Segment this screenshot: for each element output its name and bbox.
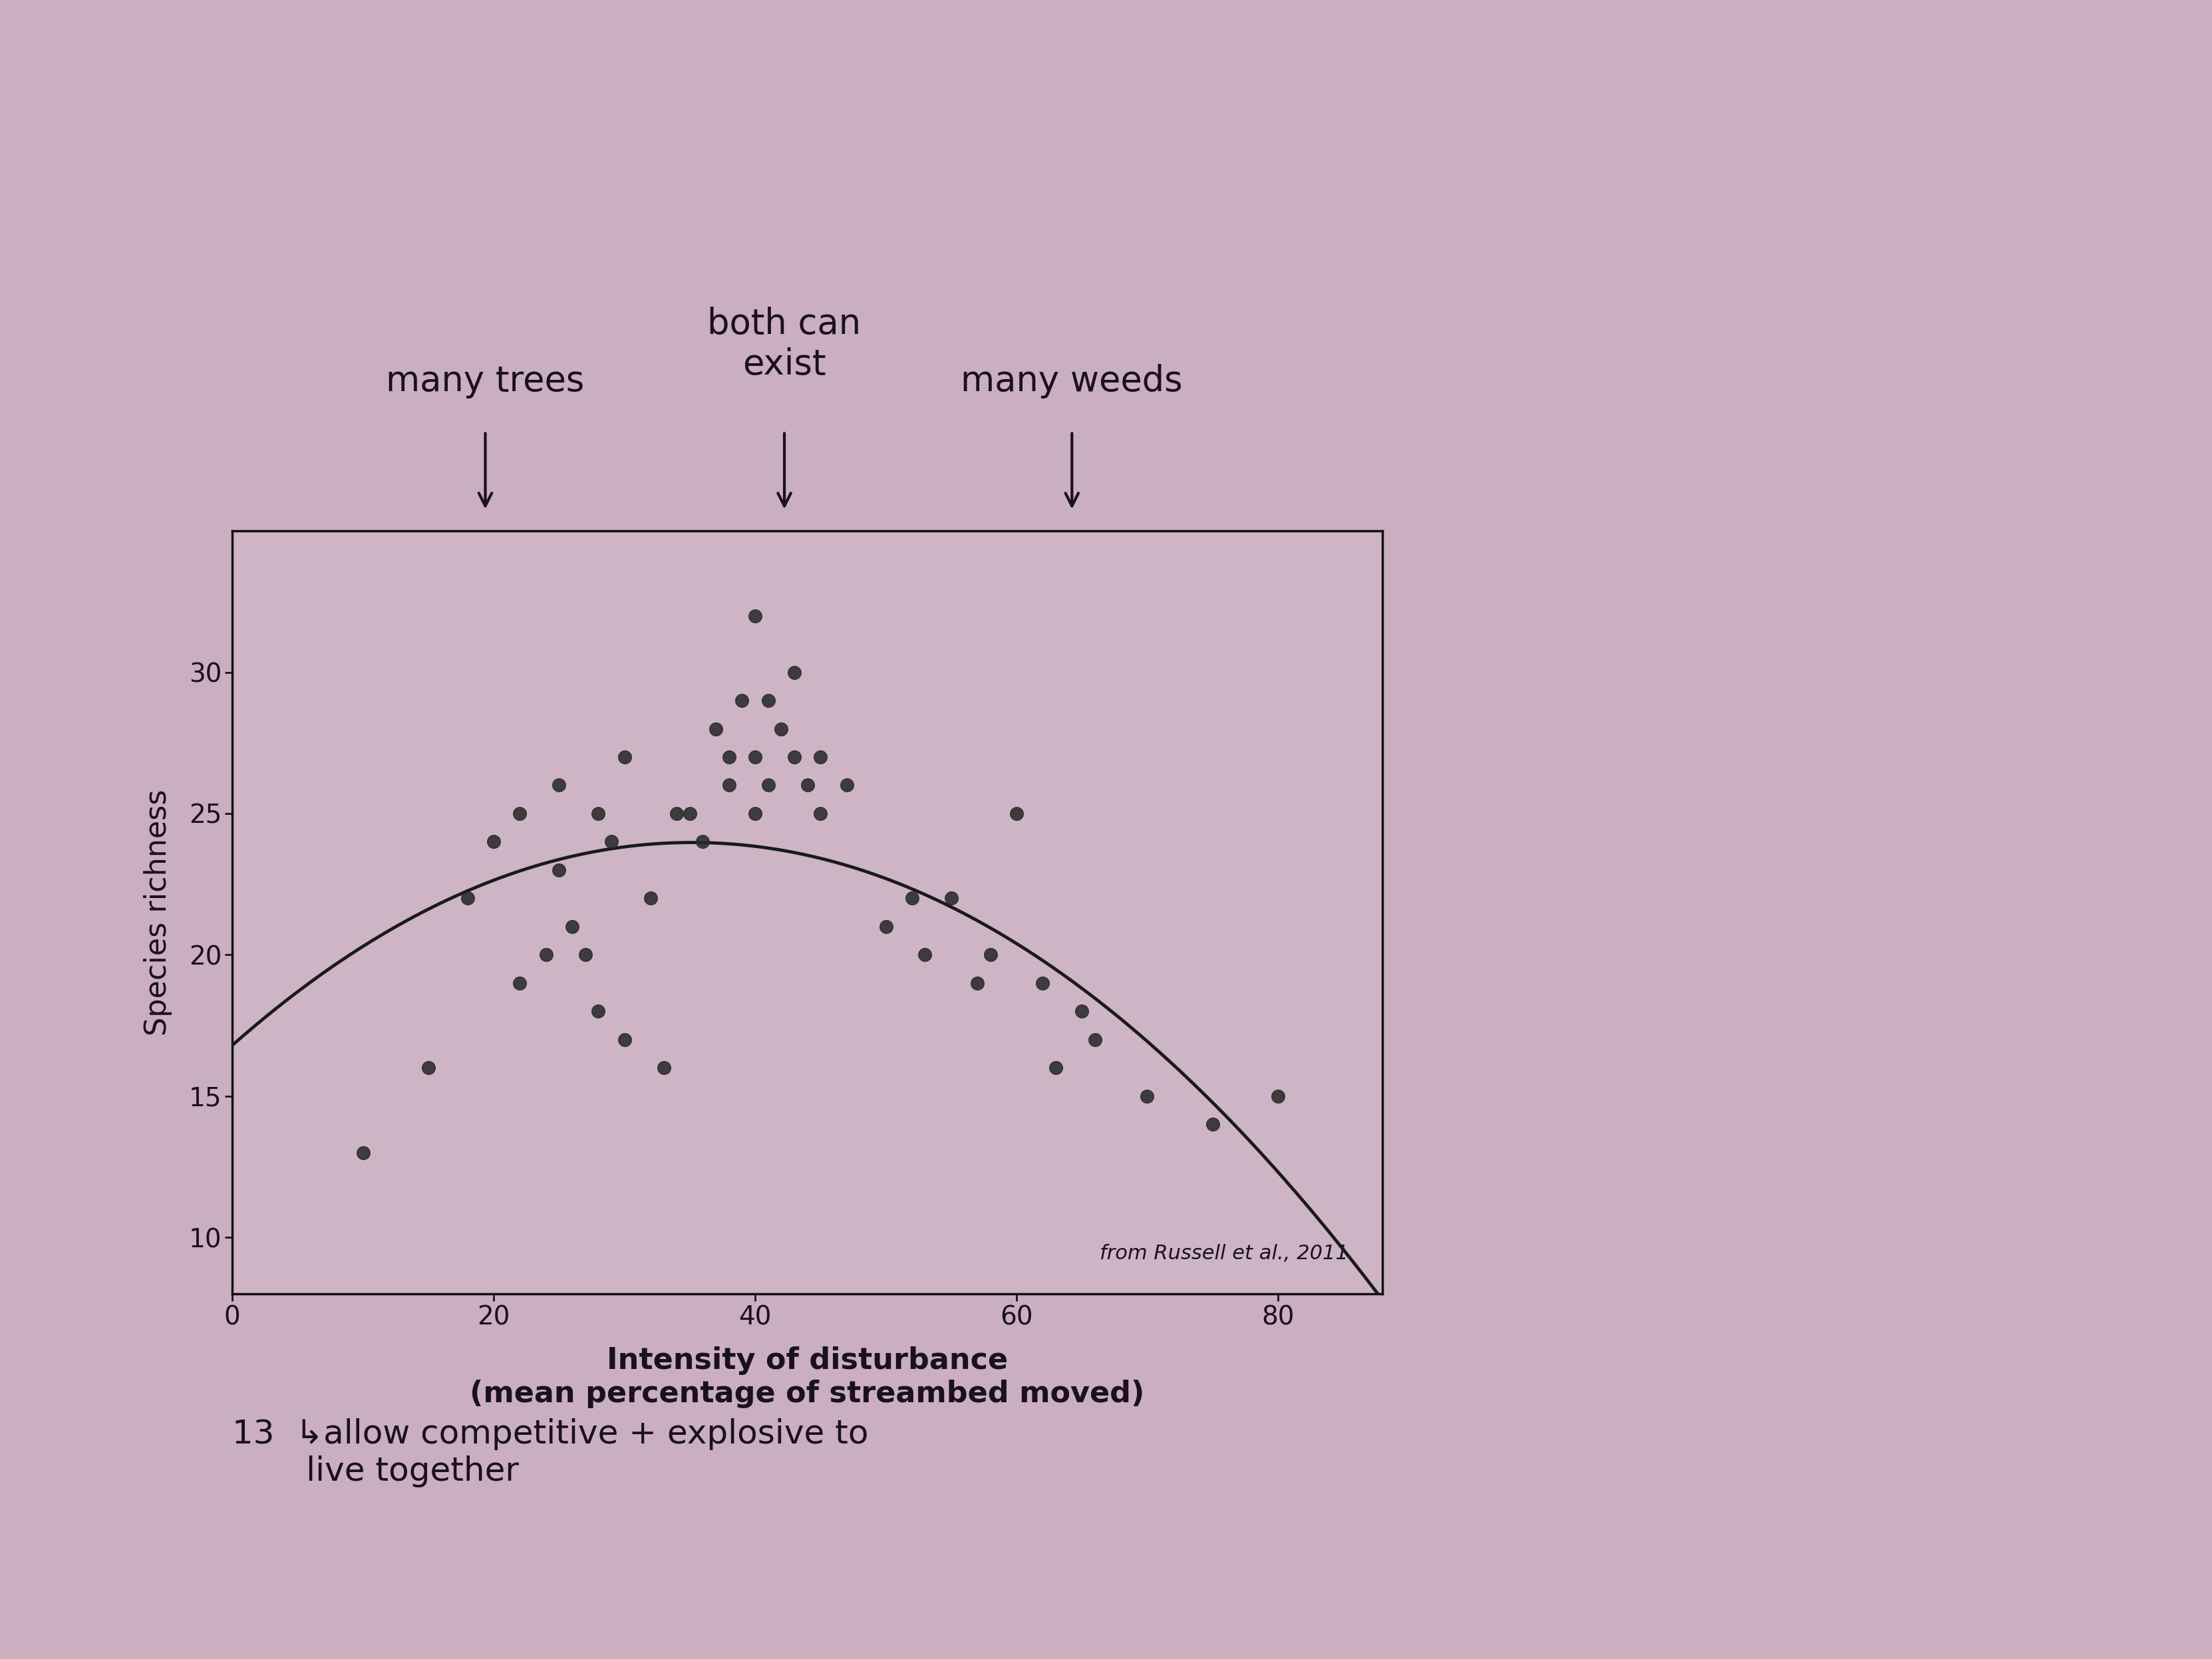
Point [973,942,1009,969]
Point [763,715,799,742]
Point [568,942,604,969]
Point [737,602,772,629]
Point [659,800,695,826]
Point [529,942,564,969]
Point [933,884,969,911]
Point [790,771,825,798]
Point [449,884,484,911]
Point [593,828,628,854]
Point [672,800,708,826]
Point [1037,1055,1073,1082]
Point [411,1055,447,1082]
Point [502,800,538,826]
Text: many weeds: many weeds [960,363,1183,398]
Point [1000,800,1035,826]
Point [606,1027,641,1053]
Point [476,828,511,854]
Text: from Russell et al., 2011: from Russell et al., 2011 [1099,1244,1347,1264]
Point [712,771,748,798]
Point [502,971,538,997]
Point [345,1140,380,1166]
Text: both can
exist: both can exist [708,307,860,382]
Point [867,914,902,941]
Point [960,971,995,997]
Point [1194,1112,1230,1138]
Point [699,715,734,742]
Point [750,771,785,798]
Y-axis label: Species richness: Species richness [144,790,173,1035]
Point [712,743,748,770]
Point [803,800,838,826]
Point [723,687,759,713]
Point [633,884,668,911]
Point [542,856,577,883]
Point [1077,1027,1113,1053]
Point [542,771,577,798]
Point [1064,999,1099,1025]
Point [894,884,929,911]
Text: 13  ↳allow competitive + explosive to
       live together: 13 ↳allow competitive + explosive to liv… [232,1418,869,1488]
Point [1024,971,1060,997]
Point [737,743,772,770]
Point [555,914,591,941]
Point [907,942,942,969]
Text: many trees: many trees [387,363,584,398]
Point [803,743,838,770]
Point [1261,1083,1296,1110]
Point [776,659,812,685]
Point [580,999,615,1025]
Point [646,1055,681,1082]
X-axis label: Intensity of disturbance
(mean percentage of streambed moved): Intensity of disturbance (mean percentag… [469,1347,1146,1408]
Point [737,800,772,826]
Point [750,687,785,713]
Point [776,743,812,770]
Point [606,743,641,770]
Point [686,828,721,854]
Point [580,800,615,826]
Point [830,771,865,798]
Point [1130,1083,1166,1110]
